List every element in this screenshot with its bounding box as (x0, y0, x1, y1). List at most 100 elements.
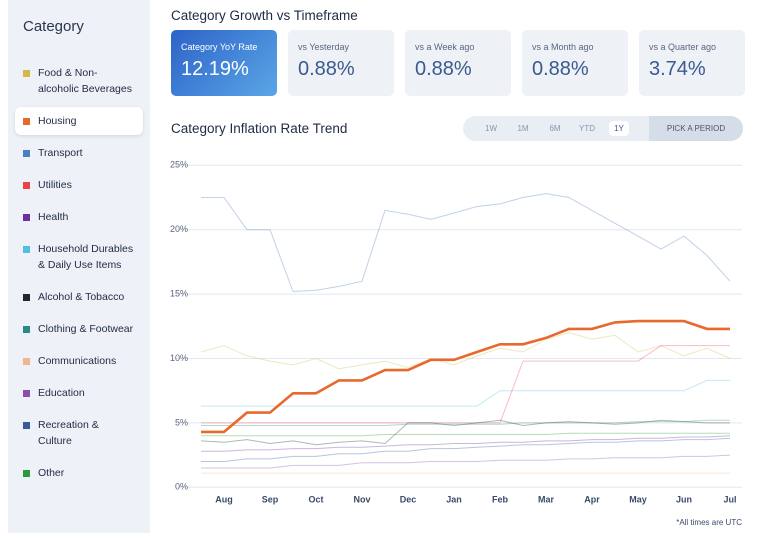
period-label: YTD (579, 124, 595, 133)
category-item[interactable]: Communications (15, 347, 143, 375)
legend-swatch (23, 326, 30, 333)
category-sidebar: Category Food & Non-alcoholic Beverages H… (8, 0, 150, 533)
category-item[interactable]: Utilities (15, 171, 143, 199)
period-label: 6M (549, 124, 561, 133)
category-item[interactable]: Recreation & Culture (15, 411, 143, 455)
legend-swatch (23, 182, 30, 189)
card-label: vs a Week ago (415, 42, 475, 52)
period-selector: 1W 1M 6M YTD 1Y PICK A PERIOD (463, 116, 743, 141)
legend-swatch (23, 70, 30, 77)
category-list: Food & Non-alcoholic Beverages Housing Tra… (15, 59, 143, 487)
x-tick-label: Mar (538, 494, 555, 504)
series-line (201, 437, 731, 462)
legend-swatch (23, 294, 30, 301)
footnote: *All times are UTC (676, 518, 742, 527)
x-tick-label: Apr (584, 494, 600, 504)
x-tick-label: Oct (308, 494, 323, 504)
card-label: vs a Quarter ago (649, 42, 717, 52)
growth-card[interactable]: Category YoY Rate 12.19% (171, 30, 277, 96)
series-line (201, 454, 731, 469)
y-tick-label: 15% (170, 288, 188, 298)
chart-title: Category Inflation Rate Trend (171, 121, 348, 136)
series-line (201, 432, 730, 437)
period-label: 1M (517, 124, 529, 133)
category-item[interactable]: Health (15, 203, 143, 231)
x-tick-label: Feb (492, 494, 509, 504)
category-item[interactable]: Household Durables & Daily Use Items (15, 235, 143, 279)
pick-period-button[interactable]: PICK A PERIOD (649, 116, 743, 141)
growth-card[interactable]: vs a Month ago 0.88% (522, 30, 628, 96)
legend-swatch (23, 390, 30, 397)
category-label: Other (38, 467, 65, 479)
card-value: 12.19% (181, 58, 249, 80)
x-tick-label: Dec (400, 494, 417, 504)
card-label: vs a Month ago (532, 42, 594, 52)
highlight-line (201, 319, 730, 434)
legend-swatch (23, 118, 30, 125)
legend-swatch (23, 470, 30, 477)
category-label: Household Durables & Daily Use Items (38, 243, 134, 271)
x-tick-label: Sep (262, 494, 279, 504)
growth-cards: Category YoY Rate 12.19% vs Yesterday 0.88%… (171, 30, 745, 96)
series-line (200, 419, 730, 446)
period-label: 1Y (609, 121, 629, 136)
x-tick-label: Aug (215, 494, 233, 504)
category-label: Utilities (38, 179, 72, 191)
category-label: Recreation & Culture (38, 419, 99, 447)
category-label: Communications (38, 355, 117, 367)
period-button[interactable]: YTD (571, 124, 603, 133)
series-line (201, 379, 730, 407)
legend-swatch (23, 358, 30, 365)
x-tick-label: Nov (353, 494, 370, 504)
card-value: 3.74% (649, 58, 706, 80)
legend-swatch (23, 214, 30, 221)
growth-card[interactable]: vs Yesterday 0.88% (288, 30, 394, 96)
period-label: 1W (485, 124, 497, 133)
period-button[interactable]: 1M (507, 124, 539, 133)
x-tick-label: Jan (446, 494, 462, 504)
category-label: Transport (38, 147, 83, 159)
card-value: 0.88% (298, 58, 355, 80)
category-label: Alcohol & Tobacco (38, 291, 125, 303)
category-label: Clothing & Footwear (38, 323, 134, 335)
y-tick-label: 10% (170, 353, 188, 363)
card-value: 0.88% (415, 58, 472, 80)
growth-card[interactable]: vs a Quarter ago 3.74% (639, 30, 745, 96)
growth-title: Category Growth vs Timeframe (171, 8, 358, 23)
card-value: 0.88% (532, 58, 589, 80)
legend-swatch (23, 422, 30, 429)
category-item[interactable]: Food & Non-alcoholic Beverages (15, 59, 143, 103)
y-tick-label: 5% (175, 417, 188, 427)
y-tick-label: 20% (170, 224, 188, 234)
series-line (201, 345, 730, 424)
legend-swatch (23, 246, 30, 253)
period-button[interactable]: 6M (539, 124, 571, 133)
growth-card[interactable]: vs a Week ago 0.88% (405, 30, 511, 96)
category-label: Health (38, 211, 69, 223)
category-item[interactable]: Housing (15, 107, 143, 135)
y-tick-label: 25% (170, 160, 188, 170)
category-item[interactable]: Education (15, 379, 143, 407)
series-line (201, 193, 731, 293)
category-item[interactable]: Transport (15, 139, 143, 167)
y-tick-label: 0% (175, 482, 188, 492)
series-line (201, 435, 731, 452)
x-tick-label: Jun (676, 494, 692, 504)
sidebar-title: Category (23, 18, 84, 35)
series-line (200, 332, 731, 370)
card-label: vs Yesterday (298, 42, 350, 52)
period-button[interactable]: 1Y (603, 121, 635, 136)
x-tick-label: May (629, 494, 647, 504)
category-item[interactable]: Other (15, 459, 143, 487)
x-tick-label: Jul (723, 494, 736, 504)
category-label: Housing (38, 115, 77, 127)
legend-swatch (23, 150, 30, 157)
category-label: Education (38, 387, 85, 399)
category-label: Food & Non-alcoholic Beverages (38, 67, 132, 95)
category-item[interactable]: Clothing & Footwear (15, 315, 143, 343)
period-button[interactable]: 1W (475, 124, 507, 133)
series-line (201, 419, 730, 426)
category-item[interactable]: Alcohol & Tobacco (15, 283, 143, 311)
